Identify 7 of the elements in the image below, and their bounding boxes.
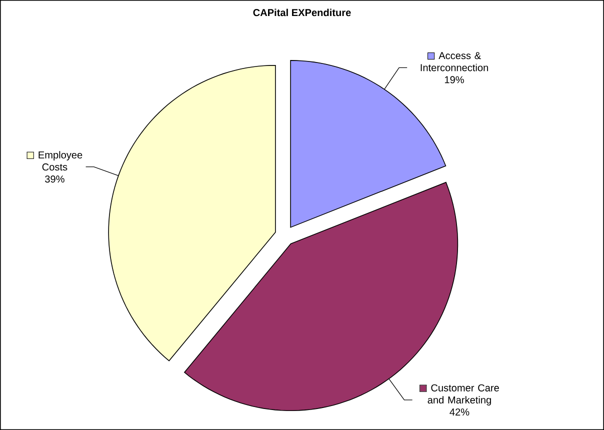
data-label: 39%	[45, 175, 64, 183]
data-label: 42%	[450, 408, 470, 416]
legend-label: Access & Interconnection	[420, 52, 488, 72]
legend-label: Employee Costs	[38, 151, 82, 171]
legend-label: Customer Care and Marketing	[428, 384, 499, 406]
chart-title: CAPital EXPenditure	[253, 8, 351, 16]
data-label: 19%	[444, 76, 464, 84]
